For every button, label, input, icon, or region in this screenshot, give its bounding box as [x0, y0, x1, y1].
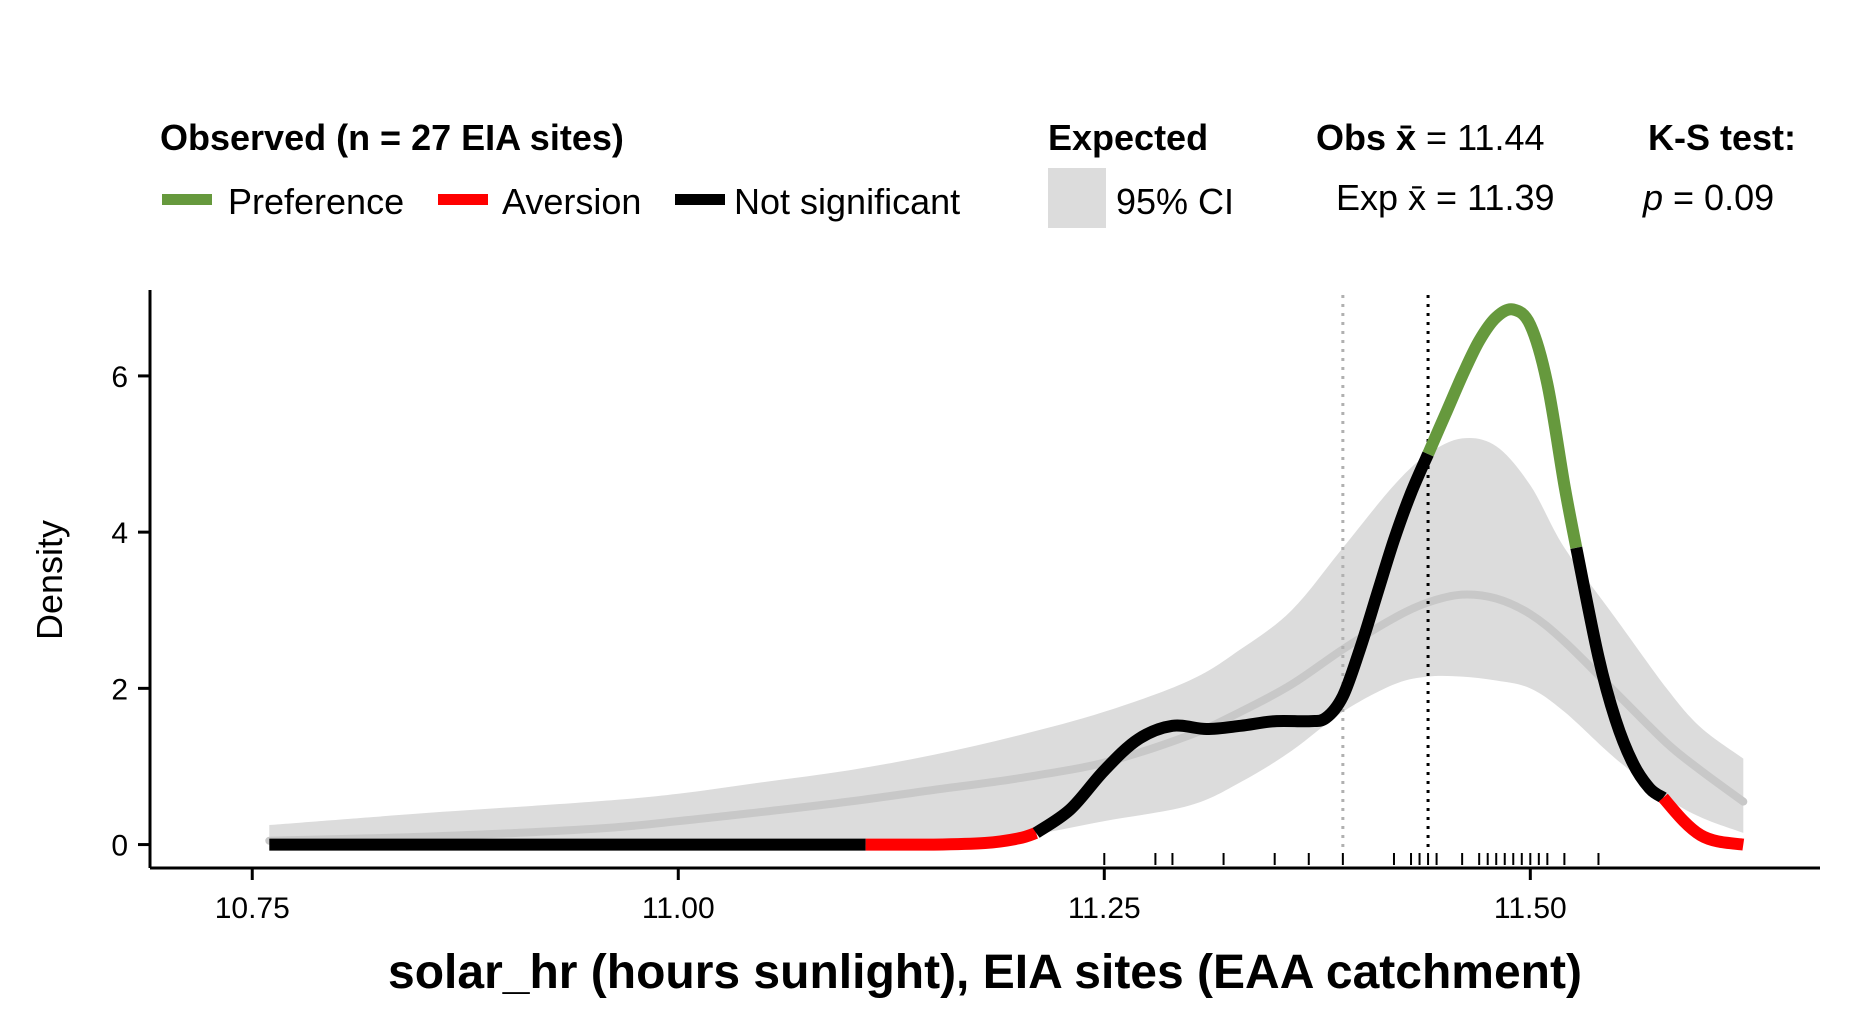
obs-mean-value: = 11.44 — [1416, 117, 1544, 158]
x-axis-title: solar_hr (hours sunlight), EIA sites (EA… — [388, 946, 1582, 999]
expected-ci-band — [269, 437, 1744, 846]
legend-swatch-not-significant — [675, 194, 725, 205]
obs-mean-xbar: x̄ — [1396, 117, 1416, 158]
legend-label-not-significant: Not significant — [734, 181, 960, 222]
x-tick-label-2: 11.25 — [1068, 892, 1141, 925]
legend-label-aversion: Aversion — [502, 181, 641, 222]
observed-density-segment-not-significant-4 — [1570, 546, 1667, 803]
plot-area — [265, 295, 1748, 865]
legend-expected-title: Expected — [1048, 117, 1208, 158]
y-tick-label-1: 2 — [111, 673, 128, 706]
ks-p-symbol: p — [1642, 177, 1663, 218]
obs-mean-label: Obs — [1316, 117, 1386, 158]
expected-mean-line — [265, 590, 1748, 845]
legend-label-preference: Preference — [228, 181, 404, 222]
x-tick-label-3: 11.50 — [1494, 892, 1567, 925]
legend-exp-mean: Exp x̄ = 11.39 — [1336, 177, 1555, 218]
legend-swatch-aversion — [438, 194, 488, 205]
x-tick-label-0: 10.75 — [215, 892, 290, 925]
observed-density-segment-aversion-5 — [1658, 793, 1745, 851]
legend-swatch-preference — [162, 194, 212, 205]
y-tick-label-3: 6 — [111, 361, 128, 394]
ks-p-value: = 0.09 — [1663, 177, 1774, 218]
y-axis-title: Density — [29, 520, 70, 640]
legend-observed-title: Observed (n = 27 EIA sites) — [160, 117, 624, 158]
observed-density-segment-preference-3 — [1422, 303, 1583, 549]
observed-density-segment-not-significant-2 — [1032, 451, 1434, 838]
legend-ks-p: p = 0.09 — [1642, 177, 1774, 218]
x-tick-label-1: 11.00 — [642, 892, 715, 925]
legend-ks-title: K-S test: — [1648, 117, 1796, 158]
observed-density-segment-aversion-1 — [865, 827, 1039, 851]
y-tick-label-2: 4 — [111, 517, 128, 550]
legend: Observed (n = 27 EIA sites) Preference A… — [160, 117, 1796, 228]
y-tick-label-0: 0 — [111, 830, 128, 863]
exp-mean-label: Exp — [1336, 177, 1398, 218]
legend-swatch-ci — [1048, 168, 1106, 228]
exp-mean-value: = 11.39 — [1426, 177, 1554, 218]
exp-mean-xbar: x̄ — [1408, 177, 1426, 218]
axis-ticks: 10.75 11.00 11.25 11.50 0 2 4 6 — [111, 361, 1566, 925]
legend-obs-mean: Obs x̄ = 11.44 — [1316, 117, 1545, 158]
legend-label-ci: 95% CI — [1116, 181, 1234, 222]
